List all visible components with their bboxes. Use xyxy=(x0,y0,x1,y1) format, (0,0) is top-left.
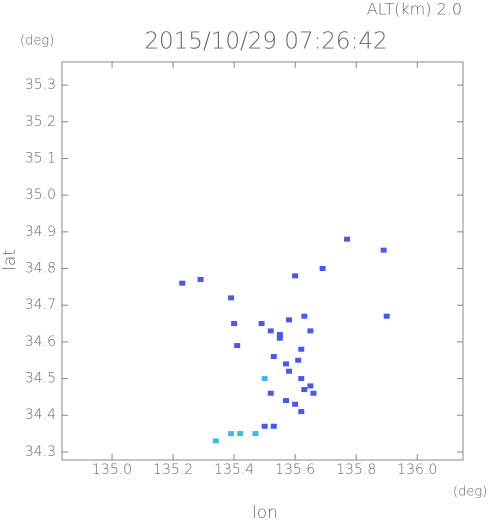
y-tick-label: 34.7 xyxy=(25,297,56,313)
y-tick-label: 35.0 xyxy=(25,187,56,203)
radar-echo xyxy=(292,273,299,279)
radar-echo xyxy=(295,357,302,363)
radar-echo xyxy=(286,368,293,374)
radar-echo xyxy=(237,431,244,437)
radar-echo xyxy=(298,409,305,415)
x-axis-label: lon xyxy=(252,503,278,521)
y-axis-label: lat xyxy=(0,249,20,271)
radar-echo xyxy=(298,376,305,382)
y-tick-label: 34.8 xyxy=(25,261,56,277)
radar-echo xyxy=(307,328,314,334)
y-unit: (deg) xyxy=(20,34,54,49)
radar-echo xyxy=(276,335,283,341)
radar-echo xyxy=(319,266,326,272)
y-tick-label: 34.3 xyxy=(25,444,56,460)
x-tick-label: 135.4 xyxy=(214,462,254,478)
radar-echo xyxy=(197,277,204,283)
radar-echo xyxy=(228,431,235,437)
radar-echo xyxy=(286,317,293,323)
radar-echo xyxy=(252,431,259,437)
radar-echo xyxy=(261,376,268,382)
radar-echo xyxy=(270,354,277,360)
y-tick-label: 35.3 xyxy=(25,77,56,93)
x-tick-label: 135.2 xyxy=(153,462,193,478)
radar-echo xyxy=(261,423,268,429)
radar-echo xyxy=(231,321,238,327)
plot-frame xyxy=(61,61,464,461)
radar-echo xyxy=(383,313,390,319)
radar-echo xyxy=(307,383,314,389)
radar-echo xyxy=(276,332,283,338)
radar-echo xyxy=(310,390,317,396)
radar-echo xyxy=(282,398,289,404)
chart-title: 2015/10/29 07:26:42 xyxy=(144,29,387,55)
x-tick-label: 135.6 xyxy=(275,462,315,478)
radar-echo xyxy=(228,295,235,301)
y-tick-label: 35.1 xyxy=(25,150,56,166)
radar-echo xyxy=(270,423,277,429)
y-tick-label: 34.9 xyxy=(25,224,56,240)
x-tick-label: 136.0 xyxy=(397,462,437,478)
radar-echo xyxy=(292,401,299,407)
x-tick-label: 135.8 xyxy=(336,462,376,478)
radar-echo xyxy=(212,438,219,444)
radar-echo xyxy=(267,328,274,334)
radar-echo xyxy=(301,387,308,393)
altitude-label: ALT(km) 2.0 xyxy=(367,0,462,19)
radar-echo xyxy=(298,346,305,352)
x-unit: (deg) xyxy=(453,485,487,500)
y-tick-label: 34.5 xyxy=(25,371,56,387)
radar-echo xyxy=(282,361,289,367)
radar-echo xyxy=(344,236,351,242)
x-tick-label: 135.0 xyxy=(92,462,132,478)
y-tick-label: 34.6 xyxy=(25,334,56,350)
y-tick-label: 35.2 xyxy=(25,114,56,130)
radar-echo xyxy=(380,247,387,253)
radar-echo xyxy=(179,280,186,286)
y-tick-label: 34.4 xyxy=(25,407,56,423)
radar-echo xyxy=(301,313,308,319)
radar-echo xyxy=(267,390,274,396)
radar-echo xyxy=(234,343,241,349)
radar-echo xyxy=(258,321,265,327)
